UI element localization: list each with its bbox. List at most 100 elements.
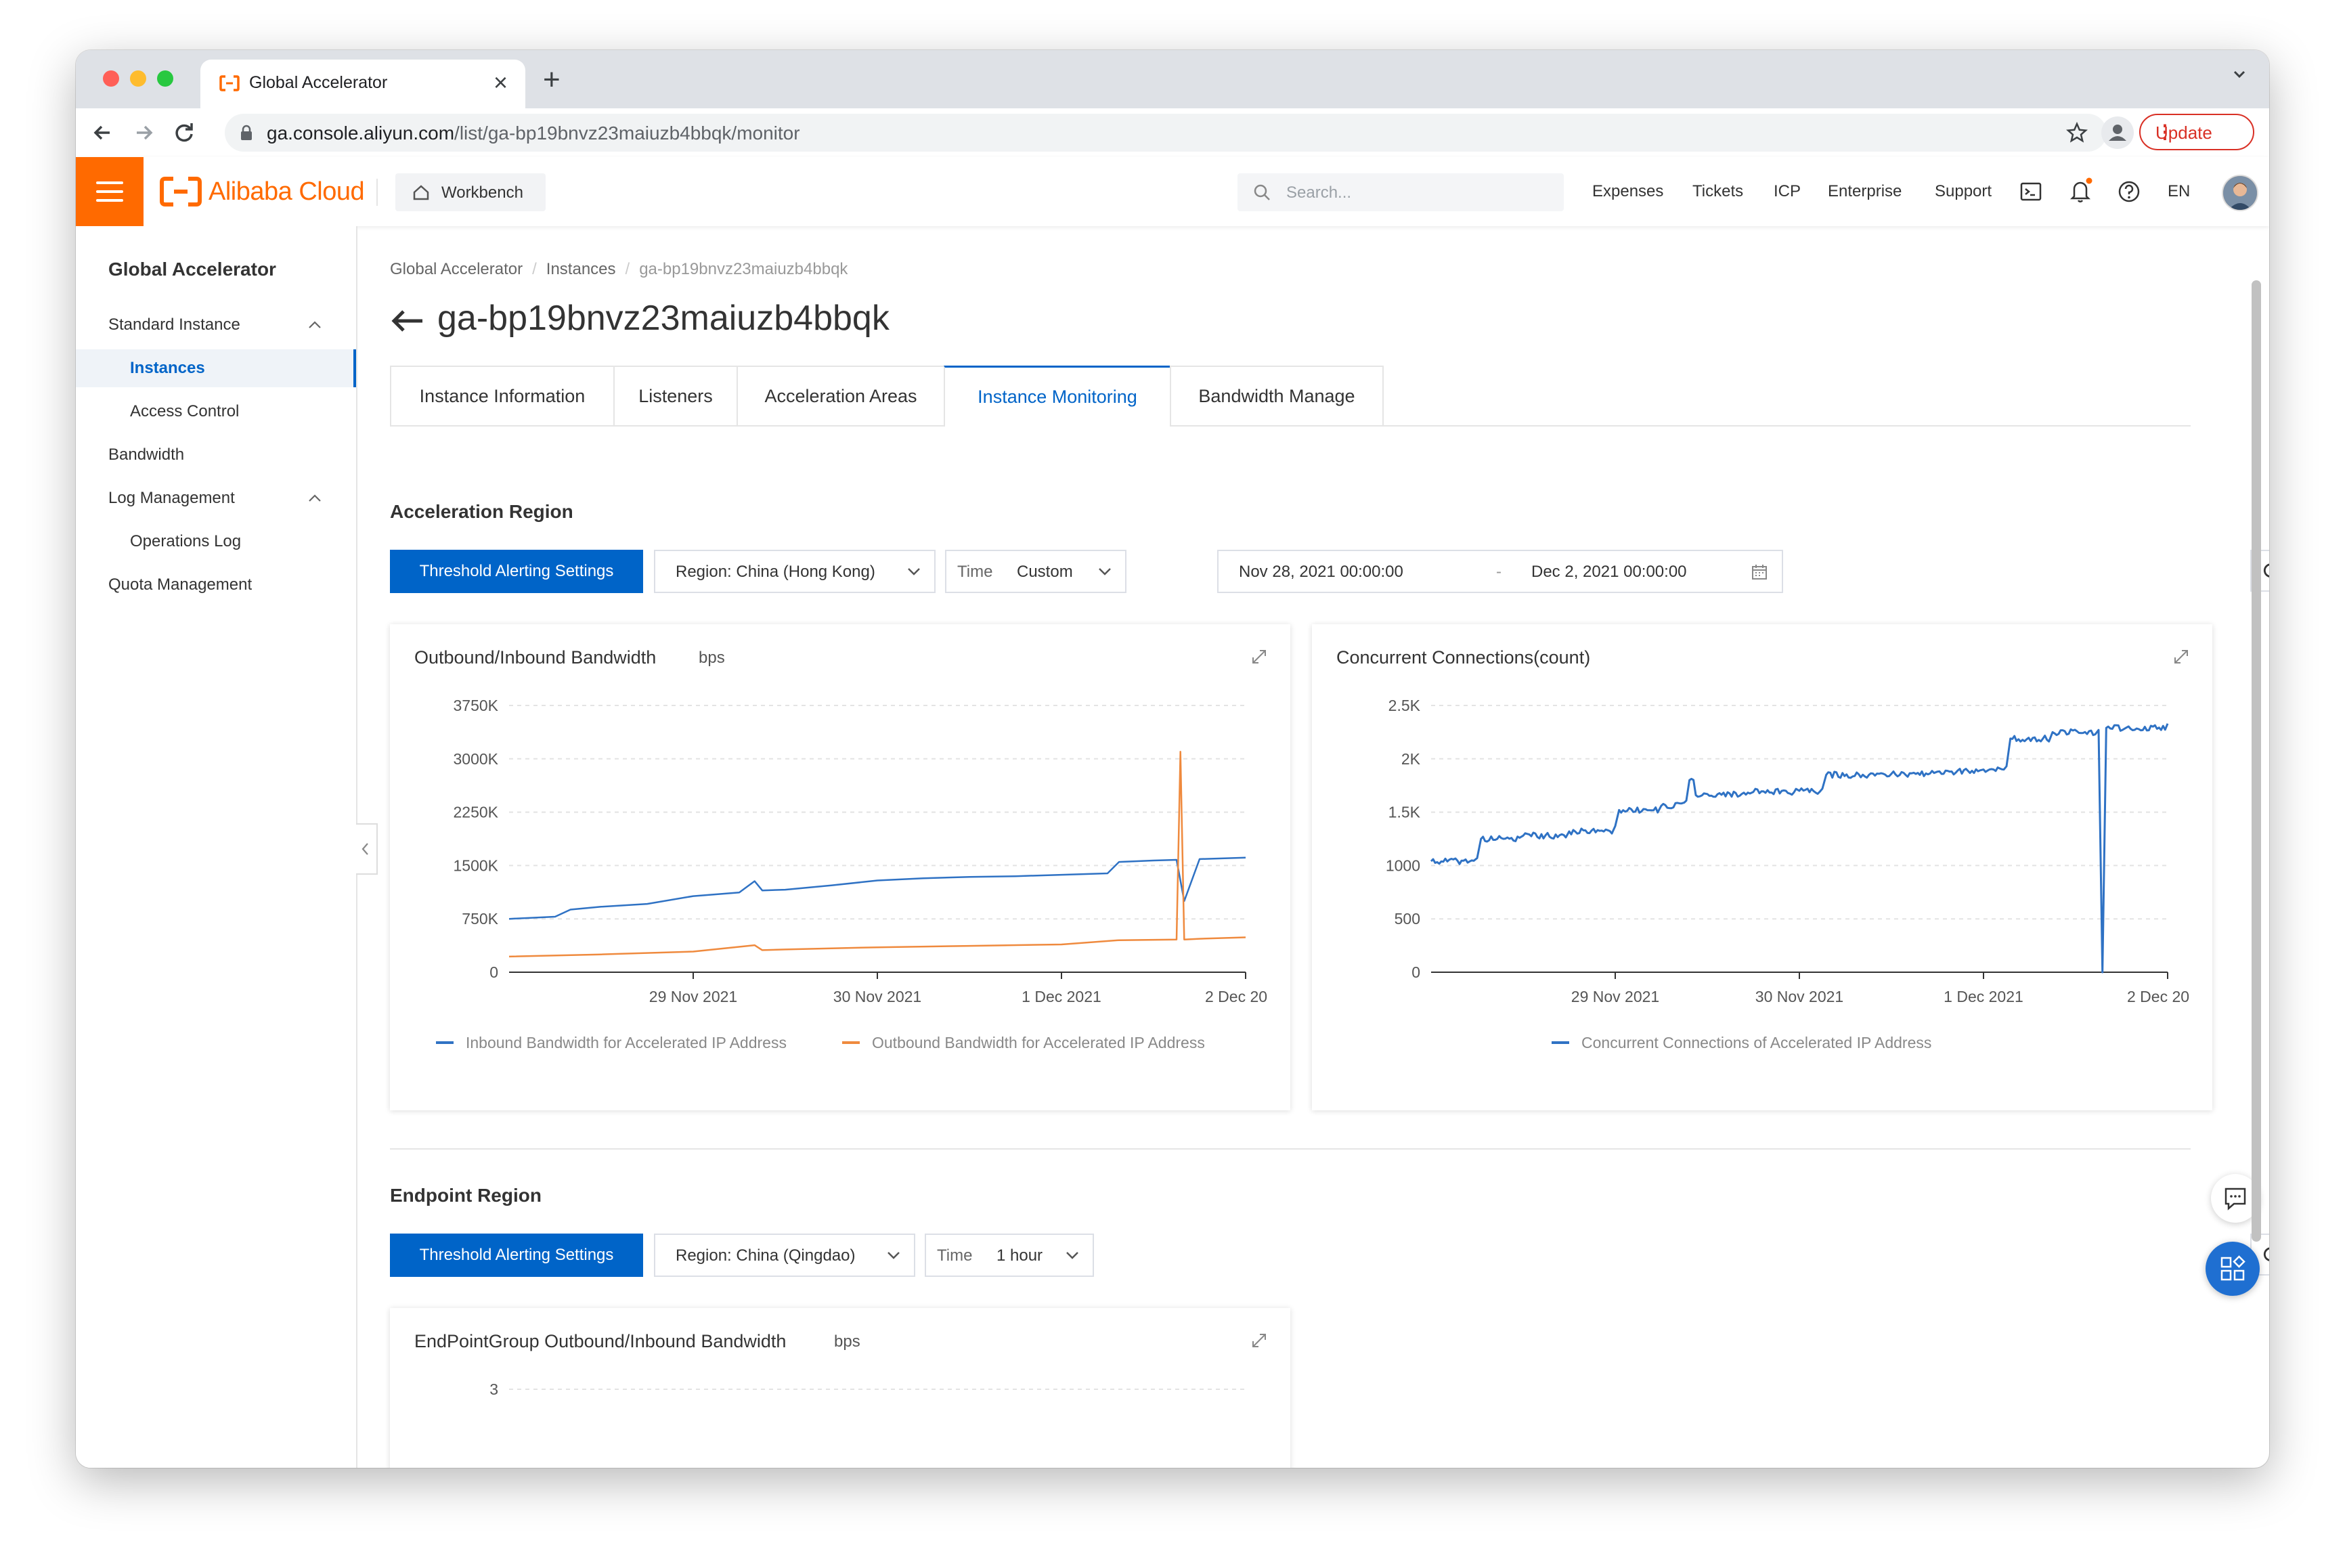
- series-line: [1430, 723, 2169, 974]
- region-select[interactable]: Region: China (Hong Kong): [654, 550, 936, 593]
- search-icon: [1254, 184, 1270, 200]
- page-scrollbar[interactable]: [2252, 280, 2261, 1242]
- sidebar-item-quota-management[interactable]: Quota Management: [108, 575, 253, 594]
- search-input[interactable]: Search...: [1237, 173, 1564, 211]
- nav-support[interactable]: Support: [1935, 182, 1992, 200]
- nav-enterprise[interactable]: Enterprise: [1828, 182, 1902, 200]
- expand-icon[interactable]: [1250, 1331, 1269, 1350]
- y-tick-label: 2K: [1401, 750, 1421, 768]
- refresh-icon: [2263, 563, 2269, 578]
- update-button[interactable]: Update ⋮: [2139, 114, 2254, 150]
- maximize-window-button[interactable]: [157, 70, 173, 87]
- sidebar-item-operations-log[interactable]: Operations Log: [130, 532, 242, 550]
- notification-bell-icon[interactable]: [2069, 177, 2093, 204]
- legend-label: Outbound Bandwidth for Accelerated IP Ad…: [872, 1034, 1205, 1051]
- sidebar-item-bandwidth[interactable]: Bandwidth: [108, 445, 185, 464]
- sidebar-item-standard-instance[interactable]: Standard Instance: [108, 315, 240, 334]
- chart-unit: bps: [699, 649, 725, 667]
- nav-expenses[interactable]: Expenses: [1592, 182, 1664, 200]
- endpoint-threshold-alerting-button[interactable]: Threshold Alerting Settings: [390, 1234, 643, 1277]
- reload-icon[interactable]: [169, 118, 199, 148]
- breadcrumb-current: ga-bp19bnvz23maiuzb4bbqk: [639, 260, 848, 278]
- back-arrow-icon[interactable]: [390, 307, 425, 334]
- breadcrumb: Global Accelerator / Instances / ga-bp19bnvz…: [390, 260, 848, 278]
- y-tick-label: 3000K: [453, 750, 498, 768]
- close-tab-icon[interactable]: ×: [493, 68, 508, 96]
- forward-nav-icon[interactable]: [129, 118, 158, 148]
- terminal-icon[interactable]: [2020, 181, 2042, 202]
- breadcrumb-global-accelerator[interactable]: Global Accelerator: [390, 260, 523, 278]
- legend-label: Inbound Bandwidth for Accelerated IP Add…: [466, 1034, 787, 1051]
- sidebar-item-log-management[interactable]: Log Management: [108, 489, 235, 507]
- tab-instance-monitoring[interactable]: Instance Monitoring: [944, 366, 1171, 427]
- user-avatar[interactable]: [2222, 175, 2258, 211]
- back-nav-icon[interactable]: [88, 118, 118, 148]
- sidebar-item-instances[interactable]: Instances: [130, 359, 205, 377]
- time-label: Time: [957, 563, 993, 581]
- tab-instance-information[interactable]: Instance Information: [390, 366, 615, 425]
- apps-widget-button[interactable]: [2206, 1242, 2260, 1296]
- acceleration-region-title: Acceleration Region: [390, 501, 573, 522]
- help-icon[interactable]: [2118, 180, 2141, 203]
- profile-icon[interactable]: [2101, 116, 2134, 149]
- close-window-button[interactable]: [103, 70, 119, 87]
- breadcrumb-instances[interactable]: Instances: [546, 260, 616, 278]
- tab-bandwidth-manage[interactable]: Bandwidth Manage: [1170, 366, 1384, 425]
- nav-icp[interactable]: ICP: [1774, 182, 1801, 200]
- refresh-icon: [2263, 1247, 2269, 1261]
- sidebar-collapse-button[interactable]: [356, 823, 378, 875]
- time-select[interactable]: Time Custom: [945, 550, 1126, 593]
- address-bar[interactable]: ga.console.aliyun.com/list/ga-bp19bnvz23…: [225, 114, 2107, 152]
- search-placeholder: Search...: [1286, 183, 1352, 202]
- expand-icon[interactable]: [2172, 647, 2191, 666]
- alibaba-cloud-logo[interactable]: Alibaba Cloud: [160, 173, 365, 210]
- minimize-window-button[interactable]: [130, 70, 146, 87]
- logo-divider: [376, 179, 378, 206]
- region-select-value: Region: China (Hong Kong): [676, 563, 875, 581]
- endpoint-region-value: Region: China (Qingdao): [676, 1246, 856, 1265]
- y-tick-label: 1.5K: [1388, 804, 1421, 821]
- tab-listeners[interactable]: Listeners: [613, 366, 738, 425]
- x-tick-label: 30 Nov 2021: [833, 988, 921, 1005]
- chevron-down-icon: [908, 568, 920, 575]
- threshold-alerting-button[interactable]: Threshold Alerting Settings: [390, 550, 643, 593]
- instance-tabs: Instance Information Listeners Accelerat…: [390, 366, 2191, 427]
- more-menu-icon: ⋮: [2155, 121, 2174, 142]
- y-tick-label: 2250K: [453, 804, 498, 821]
- hamburger-menu-icon[interactable]: [76, 157, 144, 226]
- workbench-button[interactable]: Workbench: [395, 173, 546, 211]
- date-range-picker[interactable]: Nov 28, 2021 00:00:00 - Dec 2, 2021 00:0…: [1217, 550, 1783, 593]
- alibaba-favicon-icon: [219, 75, 240, 91]
- chevron-down-icon: [887, 1252, 900, 1259]
- endpoint-time-select[interactable]: Time 1 hour: [925, 1234, 1094, 1277]
- browser-tab-title: Global Accelerator: [249, 73, 388, 92]
- section-divider: [390, 1148, 2191, 1150]
- chevron-up-icon[interactable]: [306, 318, 324, 332]
- language-switch[interactable]: EN: [2168, 182, 2191, 200]
- alibaba-logo-icon: [160, 177, 202, 206]
- endpoint-time-value: 1 hour: [996, 1246, 1043, 1265]
- bandwidth-chart: 3750K 3000K 2250K 1500K 750K 0 29 Nov 2021 30 N…: [436, 697, 1267, 1051]
- chart-title: Concurrent Connections(count): [1336, 647, 1591, 668]
- y-tick-label: 1500K: [453, 856, 498, 874]
- y-tick-label: 1000: [1386, 856, 1420, 874]
- workbench-label: Workbench: [441, 183, 523, 202]
- chart-unit: bps: [834, 1332, 860, 1351]
- sidebar-item-access-control[interactable]: Access Control: [130, 402, 240, 420]
- bookmark-star-icon[interactable]: [2066, 122, 2088, 144]
- new-tab-icon[interactable]: +: [543, 63, 561, 96]
- endpoint-bandwidth-chart-card: EndPointGroup Outbound/Inbound Bandwidth…: [390, 1308, 1290, 1468]
- time-select-value: Custom: [1017, 563, 1073, 581]
- endpoint-region-select[interactable]: Region: China (Qingdao): [654, 1234, 915, 1277]
- x-tick-label: 29 Nov 2021: [649, 988, 737, 1005]
- expand-icon[interactable]: [1250, 647, 1269, 666]
- y-tick-label: 0: [1411, 963, 1420, 981]
- nav-tickets[interactable]: Tickets: [1692, 182, 1744, 200]
- chevron-up-icon[interactable]: [306, 492, 324, 505]
- connections-chart-card: Concurrent Connections(count) 2.5K 2K 1.5K…: [1312, 624, 2212, 1110]
- tab-acceleration-areas[interactable]: Acceleration Areas: [737, 366, 945, 425]
- x-tick-label: 29 Nov 2021: [1571, 988, 1659, 1005]
- tab-search-chevron-icon[interactable]: [2230, 65, 2249, 84]
- date-separator: -: [1496, 563, 1502, 581]
- browser-tab[interactable]: Global Accelerator ×: [200, 60, 525, 108]
